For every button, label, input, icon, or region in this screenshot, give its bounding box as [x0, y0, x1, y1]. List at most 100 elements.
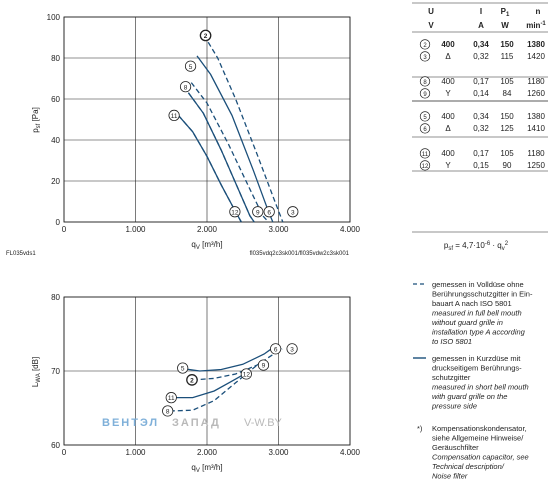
pressure-chart-ticks: 0 1.000 2.000 3.000 4.000 0 20 40 60 80 100 — [47, 13, 361, 234]
table-row: 12 Y 0,15 90 1250 — [419, 160, 545, 171]
svg-text:0,34: 0,34 — [473, 112, 489, 121]
header-p: P1 — [501, 7, 510, 18]
y-tick-label: 20 — [51, 177, 60, 186]
svg-text:400: 400 — [441, 40, 455, 49]
watermark-part-1: ВЕНТЭЛ — [102, 417, 159, 429]
svg-text:1380: 1380 — [527, 112, 545, 121]
curve-label-12: 12 — [229, 206, 241, 218]
legend-line-en: to ISO 5801 — [432, 337, 472, 346]
curve-12 — [177, 114, 242, 223]
y-tick-label: 60 — [51, 441, 60, 450]
sound-power-chart-curve-labels: 5 6 2 3 11 12 8 9 — [162, 343, 298, 417]
svg-text:150: 150 — [500, 112, 514, 121]
x-tick-label: 1.000 — [125, 448, 146, 457]
curve-label-2: 2 — [186, 374, 198, 386]
curve-label-11: 11 — [165, 392, 177, 404]
curve-11 — [175, 370, 251, 399]
x-tick-label: 1.000 — [125, 225, 146, 234]
sound-power-chart-ticks: 0 1.000 2.000 3.000 4.000 60 70 80 — [51, 293, 360, 457]
footnote-mark: *) — [417, 424, 423, 433]
curve-5 — [196, 55, 274, 223]
curve-label-12: 12 — [240, 368, 252, 380]
curve-label-2: 2 — [199, 29, 212, 42]
unit-v: V — [428, 21, 434, 30]
x-tick-label: 0 — [62, 225, 67, 234]
unit-w: W — [501, 21, 509, 30]
curve-label-5: 5 — [177, 362, 189, 374]
svg-text:400: 400 — [441, 112, 455, 121]
curve-label-8: 8 — [179, 81, 192, 93]
header-i: I — [480, 7, 482, 16]
pressure-y-axis-label: psf [Pa] — [31, 107, 42, 133]
legend-line-en: Compensation capacitor, see — [432, 453, 529, 462]
svg-text:0,32: 0,32 — [473, 52, 489, 61]
svg-text:1380: 1380 — [527, 40, 545, 49]
table-row: 11 400 0,17 105 1180 — [419, 148, 545, 159]
svg-text:400: 400 — [441, 149, 455, 158]
svg-text:0,34: 0,34 — [473, 40, 489, 49]
curve-5 — [184, 348, 272, 372]
x-tick-label: 0 — [62, 448, 67, 457]
legend-line: siehe Allgemeine Hinweise/ — [432, 434, 524, 443]
y-tick-label: 70 — [51, 367, 60, 376]
svg-text:11: 11 — [422, 152, 429, 158]
y-tick-label: 0 — [56, 218, 61, 227]
unit-min: min-1 — [526, 21, 546, 30]
svg-text:0,14: 0,14 — [473, 89, 489, 98]
svg-text:1250: 1250 — [527, 161, 545, 170]
footnote-text: Kompensationskondensator,siehe Allgemein… — [432, 424, 529, 481]
pressure-x-axis-label: qV [m³/h] — [191, 240, 222, 251]
legend-line-en: measured in short bell mouth — [432, 383, 529, 392]
svg-text:8: 8 — [184, 84, 188, 91]
svg-text:3: 3 — [423, 55, 427, 61]
legend-line-en: installation type A according — [432, 328, 526, 337]
svg-text:11: 11 — [171, 113, 178, 120]
svg-text:400: 400 — [441, 77, 455, 86]
svg-text:3: 3 — [290, 346, 294, 353]
svg-text:9: 9 — [256, 209, 260, 216]
svg-text:8: 8 — [423, 80, 427, 86]
svg-text:150: 150 — [500, 40, 514, 49]
svg-text:5: 5 — [181, 366, 185, 373]
unit-a: A — [478, 21, 484, 30]
svg-text:Δ: Δ — [445, 52, 451, 61]
chart-code-left: FL035vds1 — [6, 251, 36, 257]
x-tick-label: 3.000 — [268, 225, 289, 234]
watermark-part-3: V-W.BY — [244, 417, 283, 429]
svg-text:1180: 1180 — [527, 149, 545, 158]
svg-text:2: 2 — [204, 33, 208, 40]
svg-text:1420: 1420 — [527, 52, 545, 61]
header-u: U — [428, 7, 434, 16]
y-tick-label: 80 — [51, 293, 60, 302]
table-row: 6 Δ 0,32 125 1410 — [419, 123, 545, 134]
legend-line: bauart A nach ISO 5801 — [432, 299, 512, 308]
header-n: n — [536, 7, 541, 16]
sound-x-axis-label: qV [m³/h] — [191, 463, 222, 474]
svg-text:125: 125 — [500, 124, 514, 133]
svg-text:6: 6 — [267, 209, 271, 216]
svg-text:5: 5 — [423, 115, 427, 121]
svg-text:2: 2 — [423, 43, 427, 49]
svg-text:105: 105 — [500, 149, 514, 158]
svg-text:8: 8 — [166, 409, 170, 416]
curve-label-11: 11 — [168, 109, 180, 122]
curve-9 — [187, 92, 255, 223]
x-tick-label: 4.000 — [340, 225, 361, 234]
electrical-data-table: U I P1 n V A W min-1 2 400 0,34 150 1380 3 Δ 0,… — [412, 2, 548, 252]
svg-text:0,32: 0,32 — [473, 124, 489, 133]
curve-label-3: 3 — [287, 206, 299, 218]
curve-6 — [190, 82, 269, 223]
svg-text:6: 6 — [274, 346, 278, 353]
svg-text:2: 2 — [190, 377, 194, 384]
curve-label-3: 3 — [286, 343, 298, 355]
table-rules — [412, 2, 548, 233]
legend-line: Berührungsschutzgitter in Ein- — [432, 290, 533, 299]
svg-text:3: 3 — [291, 209, 295, 216]
x-tick-label: 2.000 — [197, 448, 218, 457]
svg-text:Δ: Δ — [445, 124, 451, 133]
legend-line: gemessen in Kurzdüse mit — [432, 354, 521, 363]
legend-line-en: Noise filter — [432, 472, 468, 481]
svg-text:12: 12 — [422, 164, 429, 170]
svg-text:84: 84 — [503, 89, 512, 98]
